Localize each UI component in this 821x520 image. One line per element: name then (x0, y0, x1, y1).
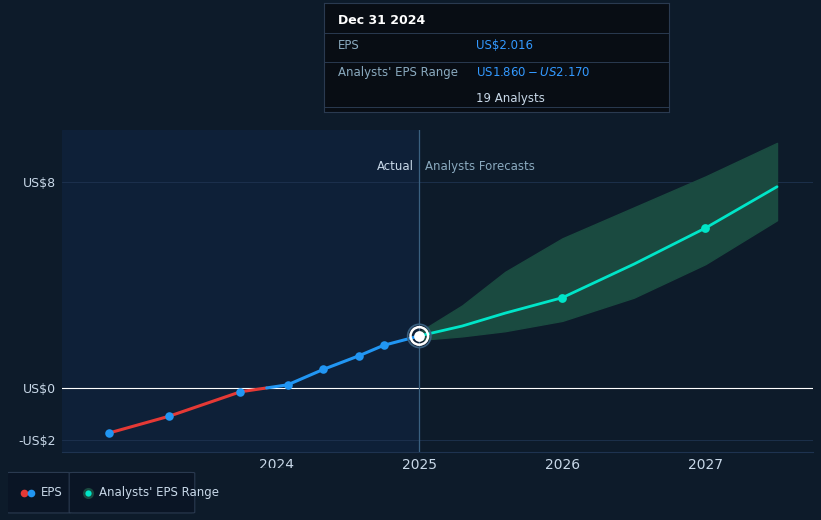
Point (234, 387, 247, 396)
Text: EPS: EPS (41, 486, 62, 499)
Point (556, 293, 569, 302)
Point (281, 381, 294, 389)
Text: US$2.016: US$2.016 (476, 38, 533, 51)
Text: 19 Analysts: 19 Analysts (476, 92, 545, 105)
Point (353, 352, 366, 360)
FancyBboxPatch shape (7, 473, 71, 513)
Text: Actual: Actual (377, 160, 414, 173)
Point (413, 332, 426, 340)
Point (317, 365, 330, 373)
Point (699, 224, 712, 232)
FancyBboxPatch shape (69, 473, 195, 513)
Text: EPS: EPS (338, 38, 360, 51)
Bar (62, 130, 420, 452)
Point (163, 412, 176, 421)
Text: Analysts' EPS Range: Analysts' EPS Range (99, 486, 218, 499)
Point (377, 341, 390, 349)
Point (413, 332, 426, 340)
Text: Dec 31 2024: Dec 31 2024 (338, 14, 425, 27)
Text: Analysts' EPS Range: Analysts' EPS Range (338, 66, 458, 79)
Point (103, 429, 116, 437)
Text: Analysts Forecasts: Analysts Forecasts (425, 160, 535, 173)
Text: US$1.860 - US$2.170: US$1.860 - US$2.170 (476, 66, 590, 79)
Point (413, 332, 426, 340)
Point (413, 332, 426, 340)
